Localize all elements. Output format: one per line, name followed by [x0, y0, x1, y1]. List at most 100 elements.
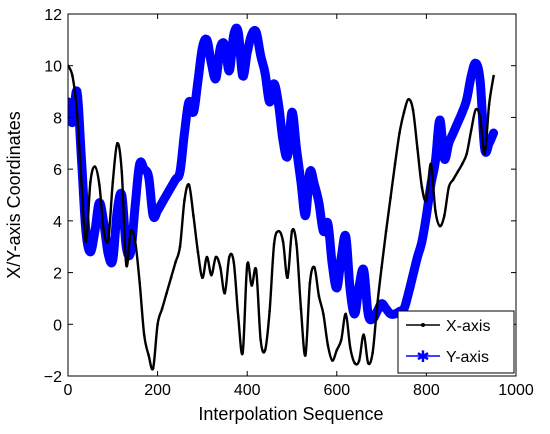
data-point-y-axis: [115, 208, 120, 213]
data-point-y-axis: [218, 45, 223, 50]
data-point-y-axis: [267, 99, 272, 105]
data-point-y-axis: [477, 79, 483, 84]
data-point-x-axis: [429, 162, 433, 166]
series-core-y-axis: [68, 26, 496, 322]
data-point-y-axis: [141, 166, 147, 172]
data-point-y-axis: [298, 179, 304, 185]
data-point-y-axis: [168, 185, 174, 190]
data-point-y-axis: [415, 254, 420, 260]
data-point-x-axis: [227, 255, 231, 259]
data-point-x-axis: [348, 346, 352, 349]
data-point-y-axis: [276, 102, 281, 107]
data-point-x-axis: [263, 348, 267, 352]
data-point-x-axis: [384, 229, 388, 233]
data-point-x-axis: [487, 103, 491, 106]
data-point-x-axis: [304, 354, 307, 357]
data-point-y-axis: [227, 68, 232, 74]
data-point-x-axis: [447, 185, 451, 189]
data-point-y-axis: [258, 53, 263, 58]
data-point-y-axis: [200, 45, 205, 50]
series-y-axis: [68, 23, 499, 325]
data-point-x-axis: [434, 209, 437, 212]
data-point-y-axis: [240, 73, 245, 79]
data-point-y-axis: [388, 311, 393, 317]
data-point-y-axis: [231, 32, 236, 37]
data-point-y-axis: [437, 117, 443, 123]
data-point-y-axis: [150, 213, 156, 218]
data-point-y-axis: [289, 110, 295, 115]
data-point-y-axis: [182, 130, 187, 136]
data-point-y-axis: [325, 221, 331, 226]
data-point-y-axis: [307, 169, 313, 174]
data-point-x-axis: [219, 266, 222, 269]
series-x-axis: [68, 64, 495, 371]
data-point-x-axis: [492, 74, 495, 78]
data-point-y-axis: [191, 110, 196, 115]
data-point-x-axis: [133, 240, 137, 243]
data-point-x-axis: [443, 214, 446, 217]
data-point-x-axis: [187, 183, 191, 186]
data-point-y-axis: [213, 76, 219, 81]
data-point-y-axis: [455, 120, 460, 125]
data-point-x-axis: [115, 141, 119, 145]
data-point-y-axis: [451, 130, 456, 136]
data-point-x-axis: [196, 250, 200, 254]
data-point-y-axis: [464, 97, 469, 102]
data-point-x-axis: [259, 338, 262, 342]
data-point-x-axis: [129, 229, 133, 233]
x-tick-label: 600: [323, 382, 350, 399]
data-point-y-axis: [473, 60, 478, 66]
data-point-x-axis: [111, 180, 115, 184]
data-point-x-axis: [483, 152, 486, 155]
data-point-x-axis: [362, 333, 365, 336]
data-point-y-axis: [406, 291, 411, 296]
data-point-y-axis: [410, 272, 416, 278]
data-point-x-axis: [142, 333, 146, 336]
x-tick-label: 400: [234, 382, 261, 399]
data-point-x-axis: [277, 229, 280, 233]
data-point-x-axis: [236, 315, 240, 318]
data-point-y-axis: [110, 257, 116, 262]
data-point-x-axis: [375, 304, 379, 308]
y-tick-label: 6: [53, 162, 62, 179]
data-point-x-axis: [98, 183, 101, 186]
x-tick-label: 200: [144, 382, 171, 399]
data-point-x-axis: [272, 242, 276, 246]
data-point-x-axis: [281, 240, 285, 243]
x-tick-label: 0: [64, 382, 73, 399]
data-point-x-axis: [174, 260, 177, 264]
data-point-y-axis: [446, 141, 451, 146]
data-point-x-axis: [469, 129, 473, 132]
data-point-y-axis: [419, 239, 425, 244]
data-point-x-axis: [268, 310, 271, 313]
data-point-y-axis: [370, 316, 375, 322]
data-point-x-axis: [156, 322, 159, 326]
data-point-x-axis: [357, 359, 361, 362]
data-point-y-axis: [330, 262, 335, 268]
data-point-y-axis: [222, 42, 227, 48]
data-point-x-axis: [313, 266, 316, 269]
data-point-x-axis: [465, 152, 469, 155]
data-point-y-axis: [262, 71, 268, 76]
data-point-x-axis: [151, 366, 155, 370]
y-axis-label: X/Y-axis Coordinates: [4, 111, 24, 278]
data-point-x-axis: [254, 268, 258, 272]
data-point-y-axis: [280, 138, 286, 143]
y-tick-label: 10: [44, 59, 62, 76]
data-point-x-axis: [393, 162, 397, 166]
data-point-x-axis: [205, 255, 209, 259]
data-point-y-axis: [285, 154, 290, 159]
data-point-x-axis: [71, 74, 74, 78]
data-point-y-axis: [316, 200, 322, 205]
data-point-x-axis: [210, 273, 213, 277]
data-point-x-axis: [245, 263, 249, 267]
data-point-y-axis: [365, 311, 371, 317]
data-point-x-axis: [290, 229, 294, 233]
legend-marker-x-axis: [421, 323, 425, 327]
data-point-x-axis: [420, 185, 424, 189]
data-point-y-axis: [303, 213, 308, 218]
legend-box: [397, 310, 515, 374]
data-point-y-axis: [271, 81, 277, 87]
